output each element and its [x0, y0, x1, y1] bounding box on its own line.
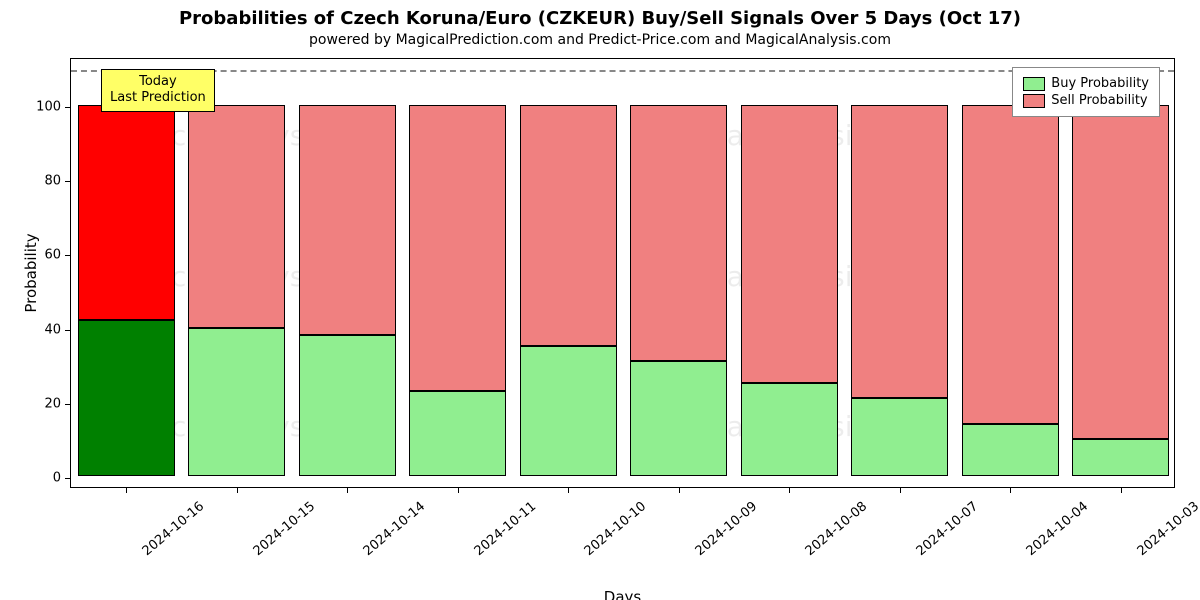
x-tick-label: 2024-10-10 — [582, 499, 650, 559]
x-tick — [568, 487, 569, 493]
plot-area: MagicalAnalysis.comMagicalAnalysis.comMa… — [70, 58, 1175, 488]
y-tick-label: 80 — [44, 174, 61, 189]
annotation-line2: Last Prediction — [110, 90, 206, 106]
x-tick-label: 2024-10-14 — [361, 499, 429, 559]
chart-title: Probabilities of Czech Koruna/Euro (CZKE… — [0, 8, 1200, 29]
bar-group — [851, 59, 948, 487]
buy-bar — [741, 383, 838, 476]
bar-group — [1072, 59, 1169, 487]
x-tick-label: 2024-10-16 — [140, 499, 208, 559]
buy-bar — [409, 391, 506, 476]
sell-bar — [962, 105, 1059, 424]
x-tick — [126, 487, 127, 493]
x-tick — [458, 487, 459, 493]
x-tick — [1010, 487, 1011, 493]
x-tick-label: 2024-10-09 — [692, 499, 760, 559]
sell-bar — [741, 105, 838, 383]
annotation-line1: Today — [110, 74, 206, 90]
x-tick — [789, 487, 790, 493]
buy-bar — [78, 320, 175, 476]
y-tick-label: 100 — [36, 100, 61, 115]
sell-bar — [851, 105, 948, 398]
x-tick — [237, 487, 238, 493]
bar-group — [520, 59, 617, 487]
y-tick — [65, 478, 71, 479]
bar-group — [299, 59, 396, 487]
sell-bar — [299, 105, 396, 335]
sell-bar — [520, 105, 617, 346]
x-tick-label: 2024-10-04 — [1024, 499, 1092, 559]
y-tick-label: 20 — [44, 396, 61, 411]
y-axis-label: Probability — [22, 233, 40, 312]
bar-group — [630, 59, 727, 487]
y-tick-label: 60 — [44, 248, 61, 263]
bar-group — [78, 59, 175, 487]
bar-group — [741, 59, 838, 487]
legend-swatch — [1023, 77, 1045, 91]
legend-item: Sell Probability — [1023, 93, 1149, 108]
y-tick — [65, 330, 71, 331]
x-tick-label: 2024-10-08 — [803, 499, 871, 559]
x-tick — [679, 487, 680, 493]
bar-group — [962, 59, 1059, 487]
sell-bar — [630, 105, 727, 361]
y-tick — [65, 255, 71, 256]
legend-item: Buy Probability — [1023, 76, 1149, 91]
buy-bar — [851, 398, 948, 476]
y-tick — [65, 181, 71, 182]
y-tick-label: 0 — [53, 470, 61, 485]
x-tick — [900, 487, 901, 493]
buy-bar — [520, 346, 617, 476]
legend-swatch — [1023, 94, 1045, 108]
legend: Buy Probability Sell Probability — [1012, 67, 1160, 117]
x-tick-label: 2024-10-11 — [471, 499, 539, 559]
sell-bar — [409, 105, 506, 390]
x-tick-label: 2024-10-15 — [250, 499, 318, 559]
buy-bar — [188, 328, 285, 476]
chart-subtitle: powered by MagicalPrediction.com and Pre… — [0, 32, 1200, 48]
x-tick-label: 2024-10-03 — [1134, 499, 1200, 559]
sell-bar — [78, 105, 175, 320]
sell-bar — [1072, 105, 1169, 439]
bar-group — [409, 59, 506, 487]
y-tick-label: 40 — [44, 322, 61, 337]
buy-bar — [299, 335, 396, 476]
buy-bar — [1072, 439, 1169, 476]
buy-bar — [962, 424, 1059, 476]
x-tick — [347, 487, 348, 493]
legend-label: Sell Probability — [1051, 93, 1147, 108]
x-tick — [1121, 487, 1122, 493]
buy-bar — [630, 361, 727, 476]
x-axis-label: Days — [70, 588, 1175, 600]
y-tick — [65, 404, 71, 405]
chart-container: Probabilities of Czech Koruna/Euro (CZKE… — [0, 0, 1200, 600]
sell-bar — [188, 105, 285, 327]
y-tick — [65, 107, 71, 108]
legend-label: Buy Probability — [1051, 76, 1149, 91]
bar-group — [188, 59, 285, 487]
today-annotation: TodayLast Prediction — [101, 69, 215, 112]
x-tick-label: 2024-10-07 — [913, 499, 981, 559]
